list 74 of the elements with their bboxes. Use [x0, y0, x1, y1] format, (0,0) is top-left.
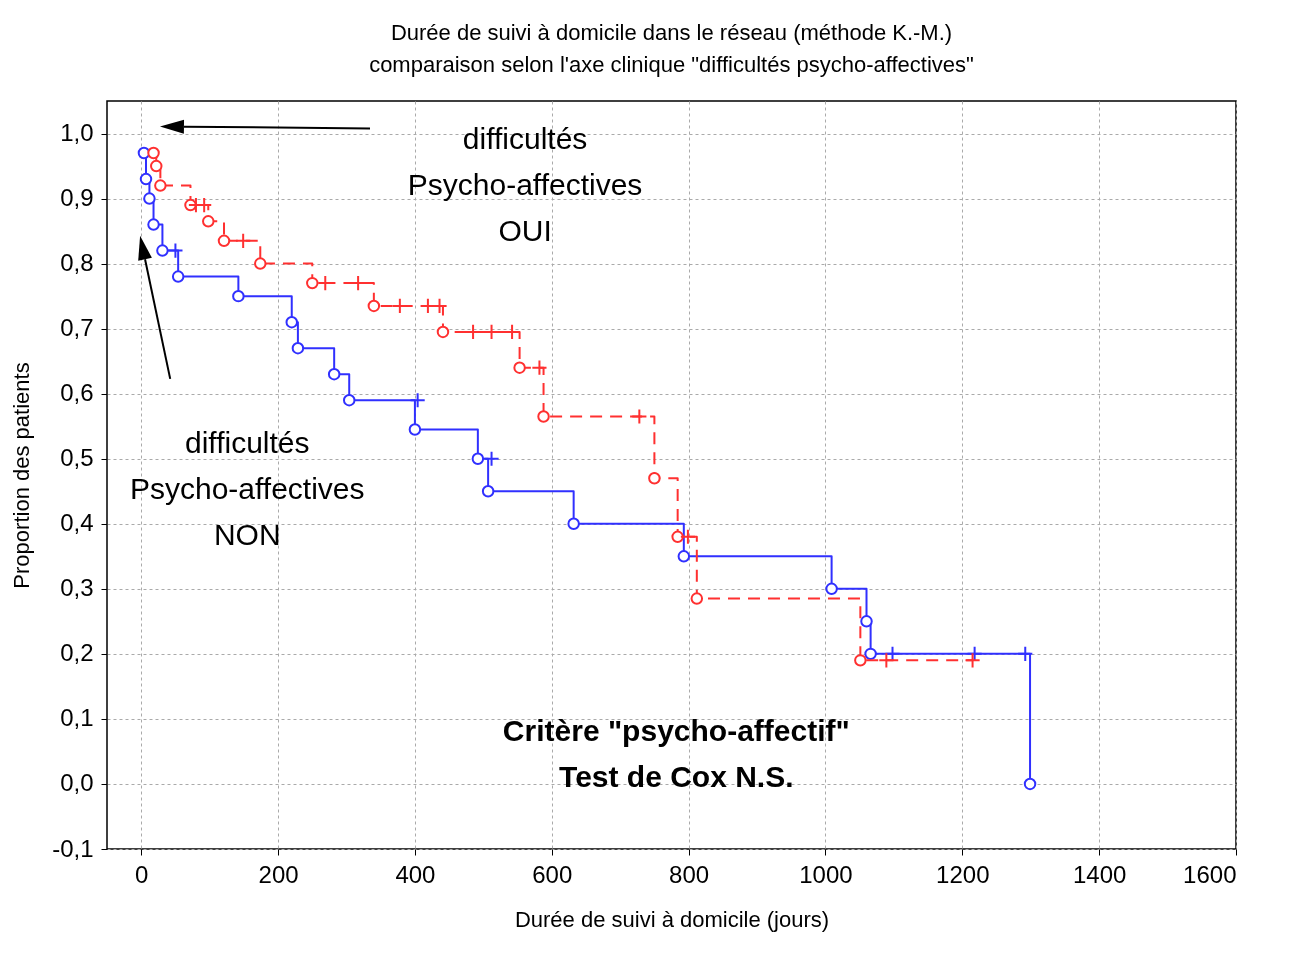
point [481, 485, 495, 498]
point [143, 192, 156, 205]
point [154, 179, 167, 192]
point [342, 393, 356, 407]
point [483, 450, 500, 467]
y-tick-label: 0,7 [60, 314, 94, 342]
point [291, 341, 305, 355]
y-tick-label: 0,3 [60, 574, 94, 602]
y-tick-label: 0,6 [60, 379, 94, 407]
y-tick-label: -0,1 [52, 834, 94, 862]
point [513, 361, 526, 374]
point [306, 276, 319, 290]
point [171, 270, 185, 283]
point [367, 299, 381, 313]
point [964, 652, 981, 669]
x-tick-label: 800 [669, 860, 710, 888]
point [1023, 777, 1037, 791]
x-tick-label: 0 [135, 860, 149, 888]
point [854, 654, 867, 667]
y-axis-title: Proportion des patients [9, 362, 35, 589]
y-tick-label: 0,2 [60, 639, 94, 667]
annotation: difficultés Psycho-affectives OUI [407, 122, 643, 247]
point [884, 645, 901, 662]
annotation: Critère "psycho-affectif" Test de Cox N.S. [502, 713, 850, 793]
point [537, 410, 550, 423]
y-tick-label: 0,9 [60, 184, 94, 212]
point [408, 423, 422, 436]
point [878, 652, 895, 669]
x-tick-label: 1000 [799, 860, 853, 888]
point [150, 159, 163, 173]
x-tick-label: 600 [532, 860, 573, 888]
x-tick-label: 400 [395, 860, 436, 888]
point [167, 242, 184, 259]
point [217, 234, 231, 248]
x-tick-label: 1600 [1183, 860, 1237, 888]
x-tick-label: 200 [258, 860, 299, 888]
y-tick-label: 0,8 [60, 249, 94, 277]
x-tick-label: 1400 [1072, 860, 1127, 888]
point [825, 582, 838, 596]
y-tick-label: 1,0 [60, 119, 94, 147]
point [864, 647, 877, 661]
x-tick-label: 1200 [936, 860, 990, 888]
point [409, 392, 426, 409]
point [254, 257, 267, 270]
y-tick-label: 0,1 [60, 704, 94, 732]
point [690, 592, 704, 605]
chart-subtitle: comparaison selon l'axe clinique "difficultés psycho-affectives" [369, 52, 974, 77]
annotation: difficultés Psycho-affectives NON [129, 425, 365, 551]
point [860, 615, 873, 628]
y-tick-label: 0,0 [60, 769, 94, 797]
point [631, 408, 648, 425]
point [567, 517, 580, 531]
x-axis-title: Durée de suivi à domicile (jours) [514, 906, 830, 932]
point [156, 244, 169, 257]
point [1017, 645, 1034, 662]
point [235, 232, 252, 249]
point [139, 172, 153, 186]
y-tick-label: 0,5 [60, 444, 94, 472]
point [531, 359, 548, 376]
point [285, 315, 298, 329]
point [327, 367, 341, 381]
point [147, 218, 160, 231]
y-tick-label: 0,4 [60, 509, 94, 537]
point [679, 528, 696, 545]
point [436, 325, 450, 339]
point [232, 289, 245, 303]
point [966, 645, 983, 662]
point [202, 215, 215, 228]
point [147, 146, 160, 160]
point [471, 452, 485, 465]
chart-title: Durée de suivi à domicile dans le réseau (méthode K.-M.) [390, 20, 953, 45]
point [671, 530, 684, 544]
point [648, 472, 661, 485]
point [677, 550, 691, 563]
